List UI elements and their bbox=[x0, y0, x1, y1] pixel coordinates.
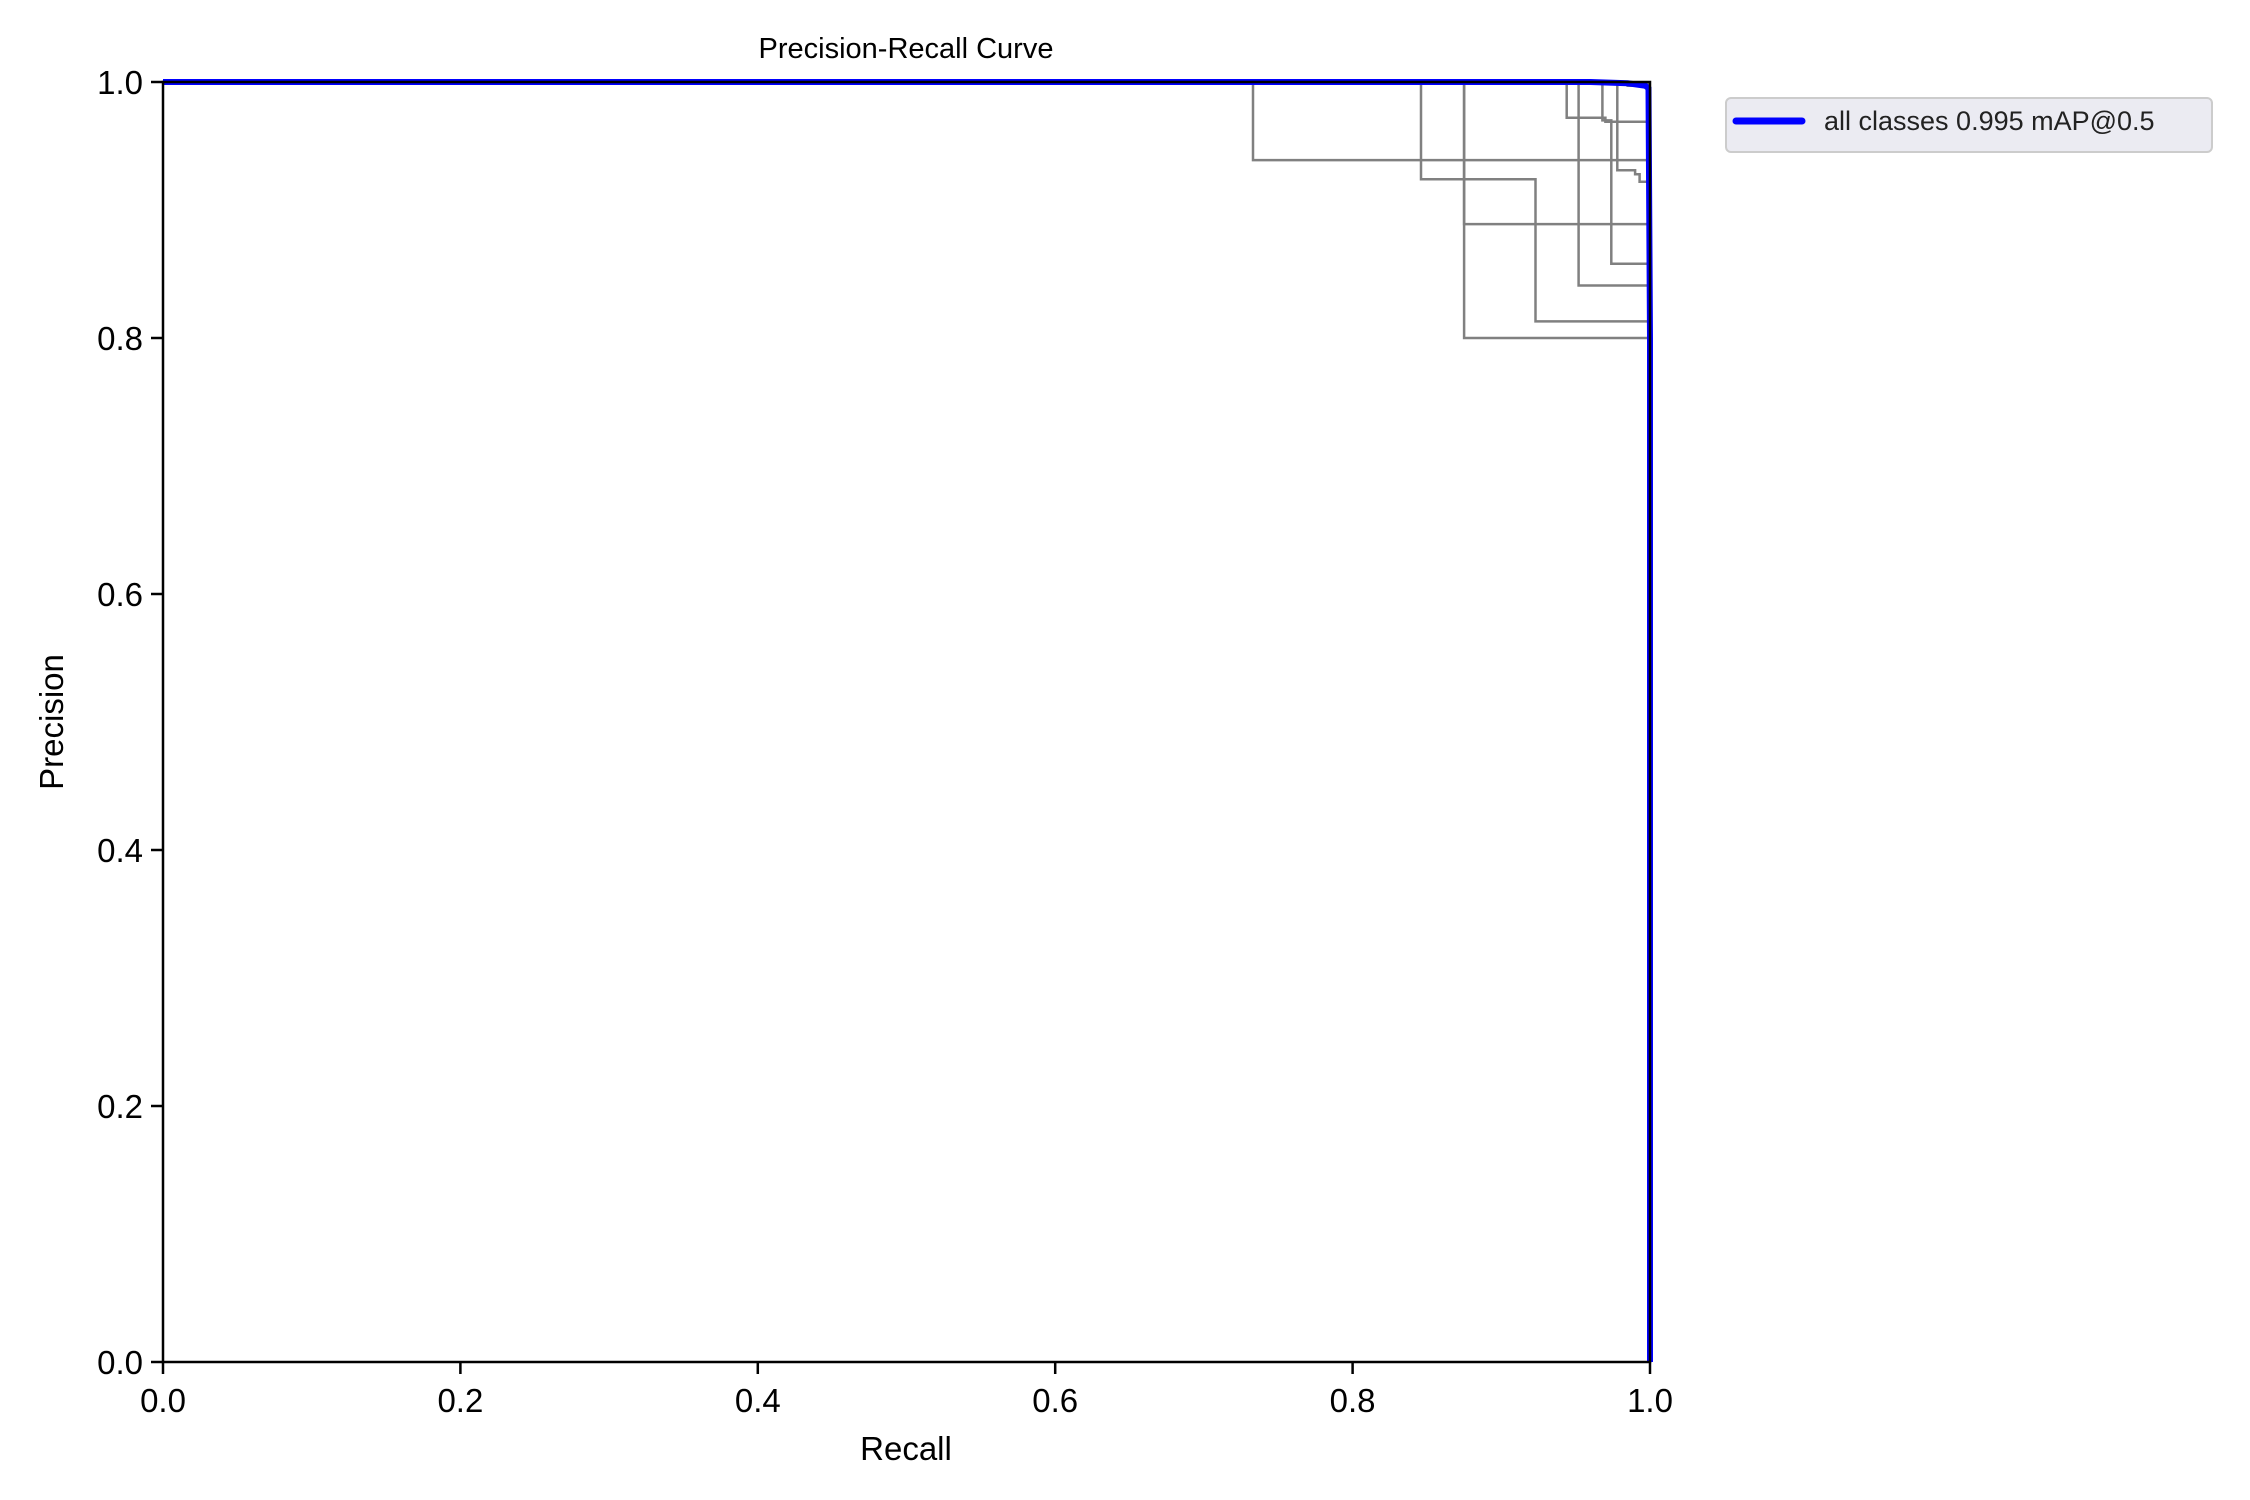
y-tick-label: 0.8 bbox=[97, 320, 143, 357]
legend: all classes 0.995 mAP@0.5 bbox=[1725, 97, 2213, 153]
x-axis: 0.0 0.2 0.4 0.6 0.8 1.0 bbox=[140, 1362, 1673, 1419]
x-tick-label: 0.2 bbox=[437, 1382, 483, 1419]
x-tick-label: 0.8 bbox=[1330, 1382, 1376, 1419]
x-tick-label: 0.4 bbox=[735, 1382, 781, 1419]
legend-label-all-classes: all classes 0.995 mAP@0.5 bbox=[1824, 106, 2155, 136]
y-tick-label: 0.6 bbox=[97, 576, 143, 613]
y-axis-label: Precision bbox=[33, 654, 70, 790]
x-tick-label: 0.6 bbox=[1032, 1382, 1078, 1419]
x-axis-label: Recall bbox=[860, 1430, 952, 1467]
x-tick-label: 1.0 bbox=[1627, 1382, 1673, 1419]
y-tick-label: 0.0 bbox=[97, 1344, 143, 1381]
y-axis: 0.0 0.2 0.4 0.6 0.8 1.0 bbox=[97, 64, 163, 1381]
class-curve-8 bbox=[163, 80, 1650, 184]
plot-frame bbox=[161, 80, 1652, 1364]
y-tick-label: 0.4 bbox=[97, 832, 143, 869]
y-tick-label: 0.2 bbox=[97, 1088, 143, 1125]
x-tick-label: 0.0 bbox=[140, 1382, 186, 1419]
chart-title: Precision-Recall Curve bbox=[759, 33, 1054, 65]
legend-box bbox=[1725, 97, 2213, 153]
y-tick-label: 1.0 bbox=[97, 64, 143, 101]
